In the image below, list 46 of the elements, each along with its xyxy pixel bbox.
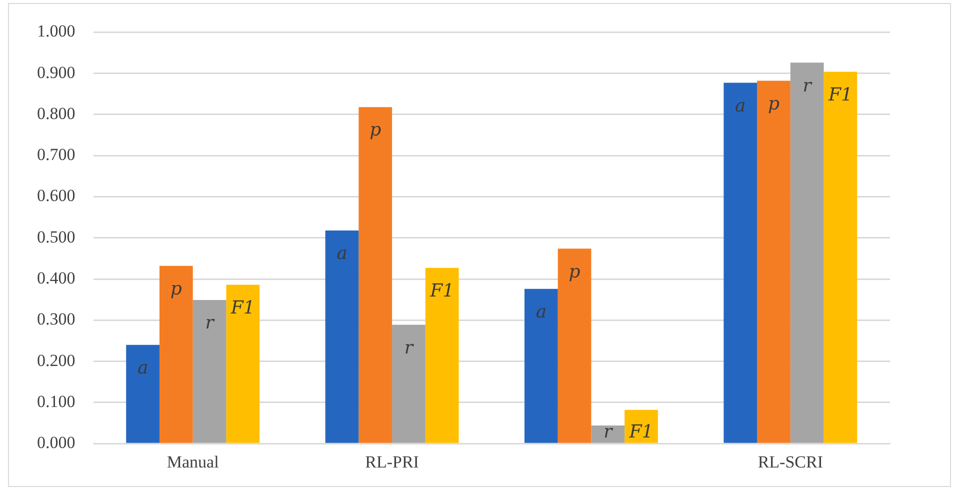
y-tick-label: 0.800 (37, 104, 76, 123)
y-tick-label: 0.200 (37, 350, 76, 370)
y-tick-label: 0.000 (37, 433, 76, 452)
bar (392, 324, 426, 443)
bar (358, 107, 392, 443)
series-label: r (604, 422, 614, 443)
bar (624, 410, 658, 443)
text: p (170, 278, 182, 300)
y-tick-label: 0.900 (37, 62, 76, 82)
text: F1 (828, 84, 852, 106)
bar (757, 80, 790, 443)
text: r (802, 75, 812, 96)
bar (226, 284, 260, 443)
y-tick-label: 1.000 (37, 22, 76, 41)
x-tick-label: RL-SCRI (758, 452, 824, 472)
text: F1 (230, 297, 255, 318)
text: r (404, 337, 414, 358)
y-tick-label: 0.400 (37, 268, 76, 288)
bar (558, 248, 592, 443)
series-label: a (536, 302, 547, 323)
bar (325, 230, 359, 443)
y-tick-label: 0.100 (37, 392, 76, 411)
text: a (336, 243, 348, 264)
bar (724, 82, 758, 443)
bar (159, 266, 193, 443)
x-tick-label: RL-PRI (365, 452, 420, 472)
text: p (768, 93, 780, 114)
text: a (137, 358, 148, 379)
bar (126, 344, 160, 443)
y-tick-label: 0.700 (37, 145, 76, 164)
y-tick-label: 0.300 (37, 310, 76, 329)
y-tick-label: 0.600 (37, 186, 76, 206)
bar (524, 288, 558, 443)
bar (192, 300, 226, 443)
series-label: p (370, 120, 382, 141)
bar (824, 72, 858, 443)
x-tick-label: Manual (166, 452, 220, 472)
y-tick-label: 0.500 (37, 227, 76, 246)
bar (790, 62, 824, 443)
text: p (568, 261, 580, 282)
text: r (205, 312, 214, 334)
text: F1 (430, 280, 454, 302)
text: a (734, 95, 746, 116)
bar (425, 268, 459, 443)
series-label: F1 (628, 422, 654, 443)
bar (591, 426, 625, 443)
